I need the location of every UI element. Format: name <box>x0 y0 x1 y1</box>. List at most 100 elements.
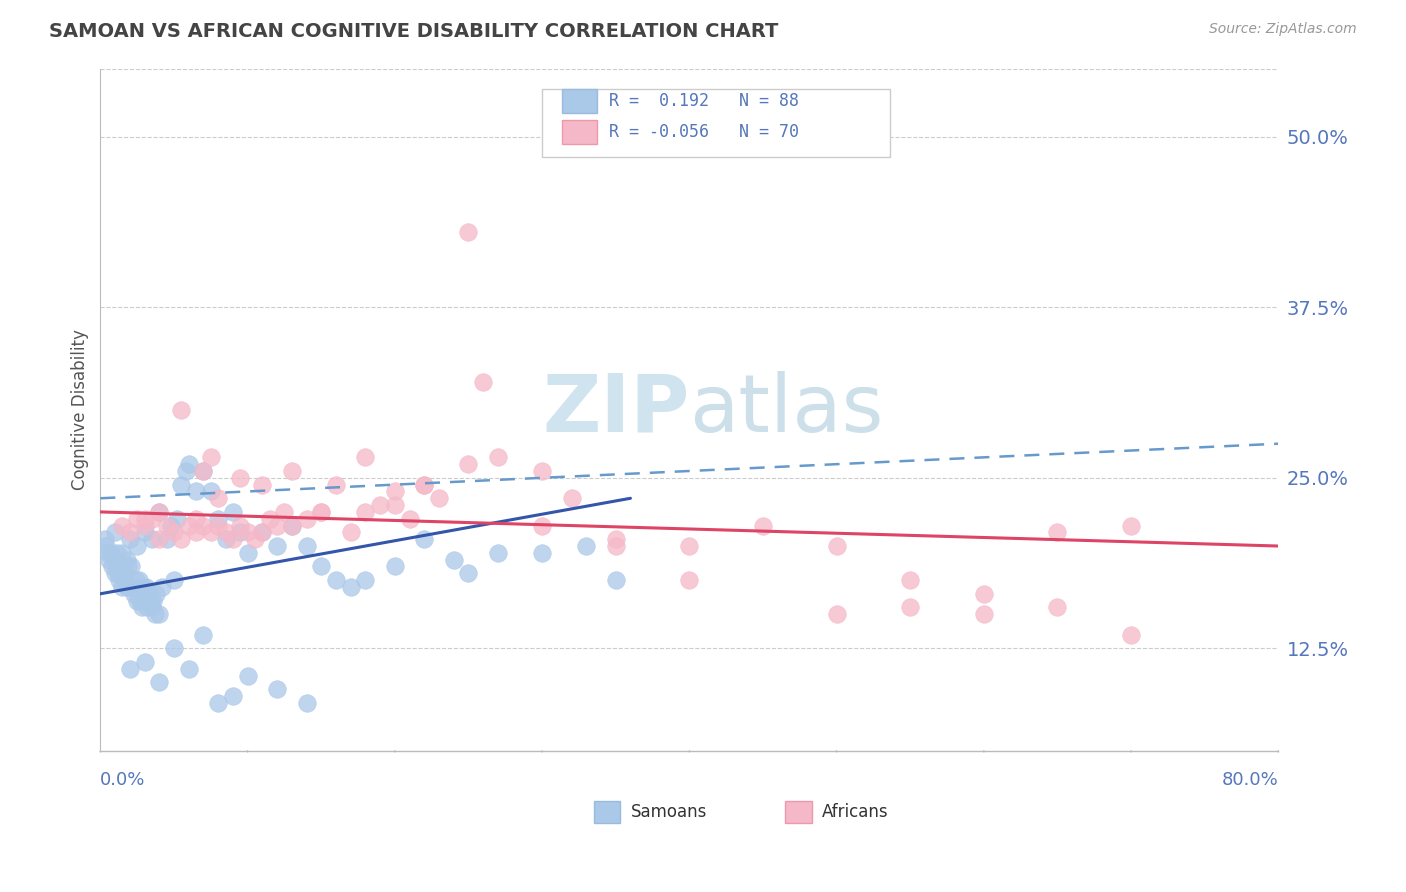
Point <box>148 505 170 519</box>
Point <box>1046 600 1069 615</box>
Point <box>112 566 135 581</box>
Text: R =  0.192   N = 88: R = 0.192 N = 88 <box>609 92 799 110</box>
Point <box>575 539 598 553</box>
Point <box>135 580 157 594</box>
Point <box>413 477 436 491</box>
Point <box>427 491 450 506</box>
Point <box>108 573 131 587</box>
Point <box>200 484 222 499</box>
Point <box>222 505 245 519</box>
Point <box>160 518 183 533</box>
Point <box>131 600 153 615</box>
Point <box>177 662 200 676</box>
Point <box>309 505 332 519</box>
Point <box>150 580 173 594</box>
Point <box>214 532 236 546</box>
Bar <box>593 801 620 823</box>
Point <box>236 546 259 560</box>
Point <box>111 546 134 560</box>
Point <box>561 491 583 506</box>
Point <box>1119 518 1142 533</box>
Point <box>472 376 495 390</box>
Point <box>214 525 236 540</box>
Point <box>229 471 252 485</box>
Point <box>156 532 179 546</box>
Point <box>118 662 141 676</box>
Point <box>184 525 207 540</box>
Point <box>252 525 274 540</box>
Text: Source: ZipAtlas.com: Source: ZipAtlas.com <box>1209 22 1357 37</box>
Point <box>678 539 700 553</box>
Point <box>184 484 207 499</box>
Point <box>184 512 207 526</box>
Point <box>368 498 391 512</box>
Point <box>384 559 406 574</box>
Point <box>207 512 229 526</box>
Point <box>443 552 465 566</box>
Point <box>236 668 259 682</box>
Point <box>163 573 186 587</box>
Point <box>141 532 163 546</box>
Point <box>105 546 128 560</box>
Text: Samoans: Samoans <box>630 803 707 821</box>
Point <box>678 573 700 587</box>
Point <box>259 512 281 526</box>
Point <box>134 655 156 669</box>
Point <box>96 539 118 553</box>
Point <box>605 539 627 553</box>
Point <box>295 696 318 710</box>
Point <box>117 559 139 574</box>
Point <box>120 559 142 574</box>
Point <box>354 505 377 519</box>
Text: R = -0.056   N = 70: R = -0.056 N = 70 <box>609 122 799 141</box>
Point <box>145 587 167 601</box>
Point <box>236 525 259 540</box>
Point <box>103 552 125 566</box>
Bar <box>562 89 598 113</box>
Point <box>222 689 245 703</box>
Point <box>266 682 288 697</box>
Point <box>825 539 848 553</box>
Point <box>143 607 166 622</box>
Point <box>200 450 222 465</box>
Point <box>1046 525 1069 540</box>
Point <box>252 525 274 540</box>
Y-axis label: Cognitive Disability: Cognitive Disability <box>72 329 89 490</box>
Point <box>193 628 215 642</box>
Point <box>398 512 420 526</box>
Point <box>97 546 120 560</box>
Point <box>229 518 252 533</box>
Point <box>142 593 165 607</box>
Point <box>309 505 332 519</box>
Point <box>94 532 117 546</box>
Point <box>166 512 188 526</box>
Point <box>156 518 179 533</box>
Point <box>605 573 627 587</box>
Point <box>200 525 222 540</box>
Point <box>104 566 127 581</box>
Text: atlas: atlas <box>689 370 884 449</box>
Point <box>243 532 266 546</box>
Point <box>148 505 170 519</box>
Point <box>354 450 377 465</box>
Point <box>111 518 134 533</box>
Point <box>325 573 347 587</box>
Text: SAMOAN VS AFRICAN COGNITIVE DISABILITY CORRELATION CHART: SAMOAN VS AFRICAN COGNITIVE DISABILITY C… <box>49 22 779 41</box>
Point <box>207 491 229 506</box>
Text: ZIP: ZIP <box>543 370 689 449</box>
Point <box>1119 628 1142 642</box>
Point <box>295 512 318 526</box>
Point <box>295 539 318 553</box>
Point <box>148 532 170 546</box>
Point <box>148 675 170 690</box>
Point <box>193 464 215 478</box>
Point <box>457 225 479 239</box>
Point <box>170 402 193 417</box>
Point <box>177 518 200 533</box>
Point <box>163 641 186 656</box>
Point <box>118 580 141 594</box>
Point <box>101 559 124 574</box>
Point <box>100 546 122 560</box>
Point <box>107 566 129 581</box>
Point <box>134 518 156 533</box>
